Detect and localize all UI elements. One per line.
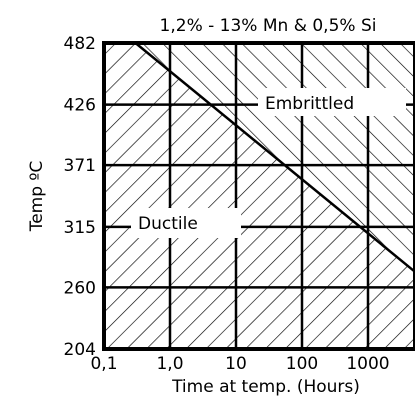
y-axis-ticks: 482 426 371 315 260 204 <box>64 34 96 360</box>
x-tick-label: 1,0 <box>156 354 183 374</box>
y-tick-label: 260 <box>64 278 96 298</box>
boundary-line <box>134 43 415 274</box>
y-axis-label: Temp ºC <box>27 161 47 233</box>
y-tick-label: 315 <box>64 218 96 238</box>
x-axis-label: Time at temp. (Hours) <box>171 377 360 397</box>
x-tick-label: 1000 <box>346 354 389 374</box>
x-tick-label: 0,1 <box>90 354 117 374</box>
y-tick-label: 482 <box>64 34 96 54</box>
y-tick-label: 204 <box>64 340 96 360</box>
ductile-label: Ductile <box>138 214 198 234</box>
region-label-ductile: Ductile <box>131 208 241 238</box>
y-tick-label: 371 <box>64 156 96 176</box>
ductile-region <box>104 43 415 349</box>
x-tick-label: 10 <box>225 354 247 374</box>
plot-frame <box>102 41 415 351</box>
chart-title: 1,2% - 13% Mn & 0,5% Si <box>160 16 377 36</box>
x-tick-label: 100 <box>286 354 318 374</box>
embrittled-label: Embrittled <box>265 94 354 114</box>
y-tick-label: 426 <box>64 96 96 116</box>
region-label-embrittled: Embrittled <box>258 88 406 116</box>
x-axis-ticks: 0,1 1,0 10 100 1000 <box>90 354 389 374</box>
